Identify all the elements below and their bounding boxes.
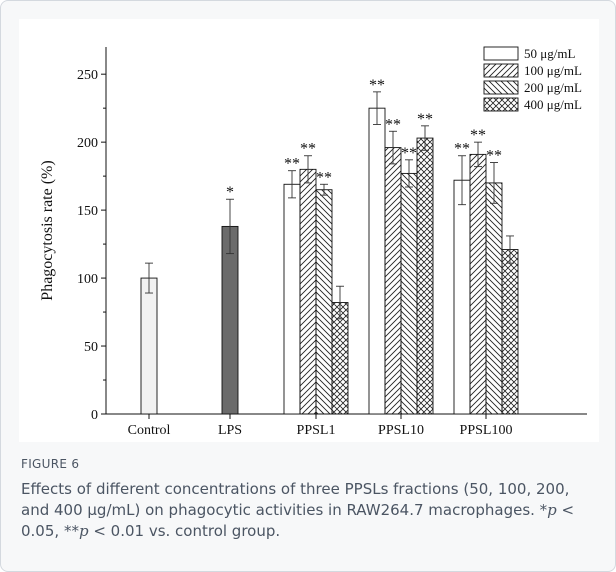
significance-mark: **	[369, 77, 385, 94]
significance-mark: **	[284, 156, 300, 173]
y-tick-label: 100	[77, 272, 98, 287]
caption-main: Effects of different concentrations of t…	[21, 480, 570, 519]
significance-mark: **	[417, 111, 433, 128]
bar	[384, 147, 402, 415]
bar	[299, 168, 317, 415]
y-tick-label: 200	[77, 136, 98, 151]
significance-mark: **	[470, 127, 486, 144]
x-tick-label: PPSL10	[378, 423, 424, 438]
caption-sig1-rest: < 0.05,	[21, 501, 575, 540]
bar	[221, 225, 239, 415]
bar	[469, 153, 487, 415]
x-tick-label: Control	[128, 423, 171, 438]
bar	[283, 183, 301, 415]
legend-swatch	[483, 46, 519, 61]
bar	[140, 277, 158, 415]
significance-mark: *	[226, 184, 234, 201]
legend-swatch	[483, 97, 519, 112]
bar	[453, 179, 471, 415]
bar-chart: 0 50 100 150 200 250 Phagocytosis rate (%) Cont…	[39, 46, 587, 438]
caption-p1: p	[547, 501, 557, 519]
legend-label: 50 μg/mL	[524, 46, 575, 61]
y-tick-label: 150	[77, 204, 98, 219]
x-tick-label: PPSL1	[297, 423, 336, 438]
x-tick-label: LPS	[218, 423, 242, 438]
caption-sig2-rest: < 0.01 vs. control group.	[88, 522, 281, 540]
y-tick-label: 250	[77, 68, 98, 83]
bar	[501, 249, 519, 415]
figure-caption: Effects of different concentrations of t…	[21, 479, 601, 542]
caption-sig1-mark: *	[539, 501, 548, 519]
y-tick-label: 50	[84, 340, 98, 355]
figure-label: FIGURE 6	[21, 457, 80, 471]
legend-label: 200 μg/mL	[524, 80, 582, 95]
legend-label: 400 μg/mL	[524, 97, 582, 112]
y-axis-label: Phagocytosis rate (%)	[39, 160, 56, 300]
legend-swatch	[483, 63, 519, 78]
y-tick-label: 0	[91, 408, 98, 423]
caption-p2: p	[78, 522, 89, 540]
significance-mark: **	[401, 145, 417, 162]
significance-mark: **	[316, 169, 332, 186]
caption-sig2-mark: **	[63, 522, 79, 540]
legend-label: 100 μg/mL	[524, 63, 582, 78]
significance-mark: **	[385, 116, 401, 133]
bar	[485, 182, 503, 415]
plot-panel: 0 50 100 150 200 250 Phagocytosis rate (%) Cont…	[19, 19, 599, 442]
significance-mark: **	[486, 148, 502, 165]
bar	[315, 189, 333, 415]
bar	[400, 172, 418, 415]
bar	[368, 107, 386, 415]
x-tick-label: PPSL100	[460, 423, 513, 438]
bar	[416, 137, 434, 415]
significance-mark: **	[454, 141, 470, 158]
legend-swatch	[483, 80, 519, 95]
significance-mark: **	[300, 141, 316, 158]
